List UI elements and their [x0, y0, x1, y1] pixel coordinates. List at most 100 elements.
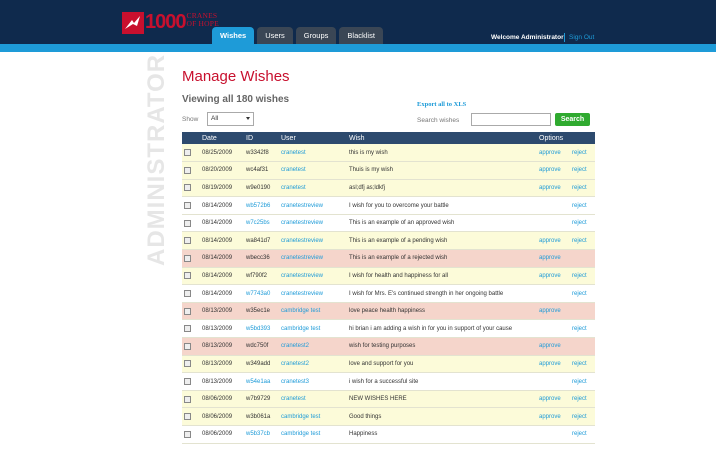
row-checkbox[interactable] [184, 290, 191, 297]
table-row: 08/13/2009 w349add cranetest2 love and supp… [182, 355, 595, 374]
row-checkbox[interactable] [184, 342, 191, 350]
row-user[interactable]: cambridge test [279, 407, 347, 426]
row-options: approve reject [537, 231, 595, 251]
reject-link[interactable]: reject [572, 378, 587, 385]
row-checkbox[interactable] [184, 325, 191, 333]
tab-wishes[interactable]: Wishes [212, 27, 255, 44]
row-user[interactable]: cranetest3 [279, 372, 347, 391]
row-id: w35ec1e [244, 302, 279, 321]
reject-link[interactable]: reject [572, 431, 587, 438]
row-user[interactable]: cranetest [279, 144, 347, 163]
row-user[interactable]: cranetestreview [279, 214, 347, 233]
row-cell-select [182, 407, 200, 426]
export-xls-link[interactable]: Export all to XLS [417, 101, 467, 108]
row-user[interactable]: cranetest2 [279, 355, 347, 374]
search-button[interactable]: Search [555, 113, 590, 126]
row-user[interactable]: cranetestreview [279, 267, 347, 286]
row-checkbox[interactable] [184, 219, 191, 227]
row-user[interactable]: cranetestreview [279, 196, 347, 215]
column-header-date[interactable]: Date [200, 132, 244, 144]
row-checkbox[interactable] [184, 149, 191, 156]
row-user[interactable]: cambridge test [279, 302, 347, 321]
row-id[interactable]: wb572b6 [244, 196, 279, 215]
row-wish: Happiness [347, 425, 537, 444]
row-id[interactable]: w54e1aa [244, 372, 279, 391]
row-checkbox[interactable] [184, 377, 191, 385]
row-id: wbecc36 [244, 249, 279, 268]
tab-groups[interactable]: Groups [295, 27, 337, 44]
row-user[interactable]: cambridge test [279, 319, 347, 339]
row-checkbox[interactable] [184, 413, 191, 421]
row-user[interactable]: cranetestreview [279, 249, 347, 268]
reject-link[interactable]: reject [572, 202, 587, 209]
reject-link[interactable]: reject [572, 184, 587, 191]
approve-link[interactable]: approve [539, 184, 561, 191]
row-id[interactable]: w5b37cb [244, 425, 279, 444]
logo-text: CRANES OF HOPE [187, 12, 219, 28]
row-id[interactable]: w5bd393 [244, 319, 279, 339]
reject-link[interactable]: reject [572, 360, 587, 367]
row-checkbox[interactable] [184, 184, 191, 192]
approve-link[interactable]: approve [539, 308, 561, 315]
row-user[interactable]: cambridge test [279, 425, 347, 444]
row-date: 08/13/2009 [200, 355, 244, 374]
approve-link[interactable]: approve [539, 237, 561, 244]
column-header-id[interactable]: ID [244, 132, 279, 144]
row-checkbox[interactable] [184, 202, 191, 210]
approve-link[interactable]: approve [539, 413, 561, 420]
search-input[interactable] [471, 113, 551, 126]
reject-link[interactable]: reject [572, 290, 587, 297]
reject-link[interactable]: reject [572, 325, 587, 332]
approve-link[interactable]: approve [539, 360, 561, 367]
show-select[interactable]: All [207, 112, 254, 126]
column-header-wish[interactable]: Wish [347, 132, 537, 144]
row-user[interactable]: cranetest [279, 161, 347, 180]
approve-link[interactable]: approve [539, 343, 561, 350]
wishes-table: Date ID User Wish Options 08/25/2009 w334… [182, 132, 595, 444]
row-checkbox[interactable] [184, 272, 191, 280]
row-user[interactable]: cranetest [279, 179, 347, 198]
row-user[interactable]: cranetest [279, 390, 347, 409]
reject-link[interactable]: reject [572, 396, 587, 403]
site-logo[interactable]: 1000 CRANES OF HOPE [122, 12, 219, 36]
table-row: 08/06/2009 w7b9729 cranetest NEW WISHES HER… [182, 390, 595, 409]
row-checkbox[interactable] [184, 307, 191, 315]
row-options: approve reject [537, 390, 595, 409]
row-user[interactable]: cranetest2 [279, 337, 347, 356]
table-row: 08/14/2009 wbecc36 cranetestreview This is … [182, 249, 595, 268]
row-wish: I wish for Mrs. E's continued strength i… [347, 284, 537, 303]
row-checkbox[interactable] [184, 360, 191, 368]
approve-link[interactable]: approve [539, 272, 561, 279]
row-checkbox[interactable] [184, 237, 191, 245]
tab-users[interactable]: Users [257, 27, 293, 44]
row-date: 08/14/2009 [200, 284, 244, 303]
reject-link[interactable]: reject [572, 167, 587, 174]
row-wish: I wish for you to overcome your battle [347, 196, 537, 215]
row-id[interactable]: w7c25bs [244, 214, 279, 233]
reject-link[interactable]: reject [572, 413, 587, 420]
reject-link[interactable]: reject [572, 220, 587, 227]
table-header-row: Date ID User Wish Options [182, 132, 595, 144]
row-checkbox[interactable] [184, 254, 191, 262]
row-user[interactable]: cranetestreview [279, 284, 347, 303]
reject-link[interactable]: reject [572, 237, 587, 244]
row-cell-select [182, 267, 200, 286]
tab-blacklist[interactable]: Blacklist [339, 27, 383, 44]
approve-link[interactable]: approve [539, 396, 561, 403]
row-checkbox[interactable] [184, 395, 191, 403]
column-header-user[interactable]: User [279, 132, 347, 144]
row-cell-select [182, 337, 200, 356]
reject-link[interactable]: reject [572, 149, 587, 156]
row-id: wc4af31 [244, 161, 279, 180]
approve-link[interactable]: approve [539, 255, 561, 262]
sign-out-link[interactable]: Sign Out [569, 34, 595, 41]
approve-link[interactable]: approve [539, 167, 561, 174]
row-checkbox[interactable] [184, 430, 191, 438]
row-date: 08/14/2009 [200, 214, 244, 233]
approve-link[interactable]: approve [539, 149, 561, 156]
row-user[interactable]: cranetestreview [279, 231, 347, 251]
row-id[interactable]: w7743a0 [244, 284, 279, 303]
reject-link[interactable]: reject [572, 272, 587, 279]
row-checkbox[interactable] [184, 166, 191, 174]
row-cell-select [182, 249, 200, 268]
